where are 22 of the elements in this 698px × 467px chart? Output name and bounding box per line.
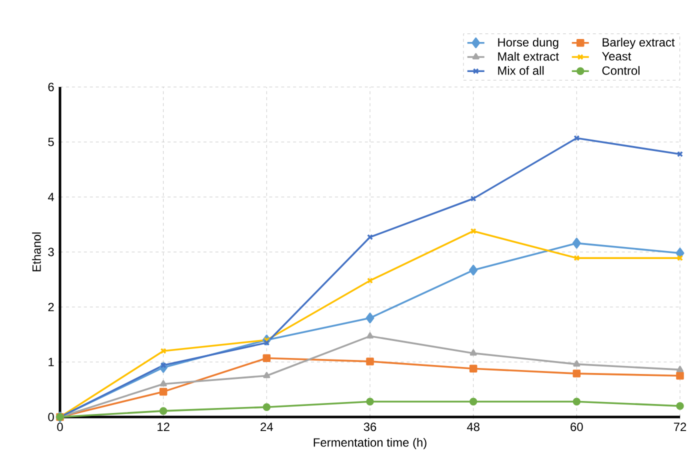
x-tick-label: 72 bbox=[674, 422, 686, 431]
x-axis-title: Fermentation time (h) bbox=[314, 438, 426, 450]
x-tick-label: 48 bbox=[466, 422, 480, 432]
x-tick-label: 12 bbox=[158, 422, 170, 431]
y-tick-label: 4 bbox=[48, 192, 54, 202]
legend-label: Mix of all bbox=[498, 66, 544, 75]
legend-label: Yeast bbox=[602, 52, 632, 60]
legend-label: Malt extract bbox=[498, 52, 559, 61]
x-tick-label: 60 bbox=[570, 422, 583, 432]
x-tick-label: 36 bbox=[364, 422, 376, 432]
y-tick-label: 2 bbox=[48, 302, 54, 312]
y-tick-label: 0 bbox=[48, 412, 54, 422]
legend-label: Control bbox=[602, 66, 640, 75]
legend-label: Horse dung bbox=[498, 38, 558, 49]
x-tick-label: 0 bbox=[57, 422, 63, 432]
y-tick-label: 3 bbox=[48, 248, 54, 256]
y-tick-label: 6 bbox=[48, 82, 54, 92]
y-tick-label: 5 bbox=[48, 138, 54, 146]
y-axis-title: Ethanol bbox=[32, 232, 41, 272]
legend-label: Barley extract bbox=[602, 38, 675, 49]
y-tick-label: 1 bbox=[48, 358, 54, 366]
x-tick-label: 24 bbox=[260, 422, 273, 431]
